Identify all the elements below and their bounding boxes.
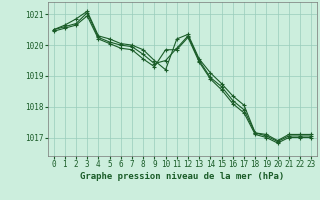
X-axis label: Graphe pression niveau de la mer (hPa): Graphe pression niveau de la mer (hPa) — [80, 172, 284, 181]
